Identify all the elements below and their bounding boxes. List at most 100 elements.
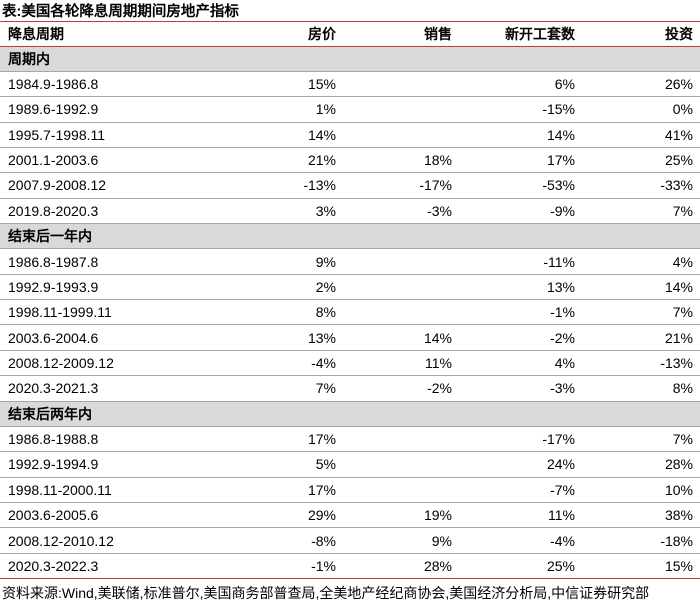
cell-value: -7% (452, 477, 575, 503)
cell-value: 18% (336, 147, 452, 174)
header-row: 降息周期 房价 销售 新开工套数 投资 (0, 21, 700, 47)
table-row: 2001.1-2003.6 21% 18% 17% 25% (0, 147, 700, 174)
cell-value: 24% (452, 451, 575, 478)
table-row: 2003.6-2005.6 29% 19% 11% 38% (0, 502, 700, 529)
cell-value: -2% (336, 375, 452, 402)
table-row: 1984.9-1986.8 15% 6% 26% (0, 71, 700, 98)
table-row: 2020.3-2022.3 -1% 28% 25% 15% (0, 553, 700, 580)
cell-value (336, 299, 452, 326)
cell-value: 15% (575, 553, 700, 580)
cell-period: 2019.8-2020.3 (0, 198, 246, 225)
table-row: 1989.6-1992.9 1% -15% 0% (0, 96, 700, 123)
cell-period: 1998.11-2000.11 (0, 477, 246, 503)
section-header-row: 结束后两年内 (0, 401, 700, 427)
section-label: 周期内 (0, 46, 700, 72)
section-label: 结束后一年内 (0, 223, 700, 250)
cell-value: 3% (246, 198, 336, 225)
cell-value: -15% (452, 96, 575, 123)
cell-period: 1986.8-1988.8 (0, 426, 246, 453)
cell-value (336, 477, 452, 503)
cell-value (336, 451, 452, 478)
cell-value (336, 248, 452, 275)
column-header-starts: 新开工套数 (452, 21, 575, 47)
cell-value: 4% (452, 350, 575, 377)
column-header-price: 房价 (246, 21, 336, 47)
indicator-table: 降息周期 房价 销售 新开工套数 投资 周期内 1984.9-1986.8 15% 6… (0, 21, 700, 580)
cell-period: 1984.9-1986.8 (0, 71, 246, 98)
cell-value: 11% (452, 502, 575, 529)
cell-value: 41% (575, 122, 700, 148)
table-row: 2008.12-2010.12 -8% 9% -4% -18% (0, 527, 700, 554)
section-header-row: 结束后一年内 (0, 223, 700, 250)
cell-value: -17% (452, 426, 575, 453)
cell-value: 14% (452, 122, 575, 148)
table-row: 1998.11-1999.11 8% -1% 7% (0, 299, 700, 326)
column-header-cycle: 降息周期 (0, 21, 246, 47)
section-header-row: 周期内 (0, 46, 700, 72)
cell-value: -4% (246, 350, 336, 377)
cell-value (336, 426, 452, 453)
cell-value: 7% (246, 375, 336, 402)
cell-value: 7% (575, 299, 700, 326)
table-body: 周期内 1984.9-1986.8 15% 6% 26% 1989.6-1992.9 1% -… (0, 46, 700, 580)
cell-value: 11% (336, 350, 452, 377)
cell-period: 1986.8-1987.8 (0, 248, 246, 275)
section-label: 结束后两年内 (0, 401, 700, 427)
cell-value: 17% (246, 477, 336, 503)
cell-value: 14% (575, 274, 700, 301)
cell-value: -3% (452, 375, 575, 402)
cell-value: -1% (452, 299, 575, 326)
cell-value: -17% (336, 172, 452, 199)
cell-period: 2008.12-2009.12 (0, 350, 246, 377)
cell-value: 8% (575, 375, 700, 402)
cell-value: 1% (246, 96, 336, 123)
cell-value: 5% (246, 451, 336, 478)
table-row: 1992.9-1994.9 5% 24% 28% (0, 451, 700, 478)
cell-value (336, 122, 452, 148)
cell-value: -13% (575, 350, 700, 377)
cell-value: 15% (246, 71, 336, 98)
cell-value: 7% (575, 426, 700, 453)
cell-value: 28% (575, 451, 700, 478)
table-title: 表:美国各轮降息周期期间房地产指标 (2, 4, 239, 20)
cell-value: 28% (336, 553, 452, 580)
cell-value: 9% (246, 248, 336, 275)
cell-period: 2003.6-2005.6 (0, 502, 246, 529)
column-header-sales: 销售 (336, 21, 452, 47)
table-row: 2019.8-2020.3 3% -3% -9% 7% (0, 198, 700, 225)
cell-value: -2% (452, 324, 575, 351)
cell-value: 0% (575, 96, 700, 123)
table-row: 2007.9-2008.12 -13% -17% -53% -33% (0, 172, 700, 199)
table-row: 2008.12-2009.12 -4% 11% 4% -13% (0, 350, 700, 377)
cell-value: 25% (452, 553, 575, 580)
table-row: 2020.3-2021.3 7% -2% -3% 8% (0, 375, 700, 402)
cell-period: 2020.3-2022.3 (0, 553, 246, 580)
cell-value: 6% (452, 71, 575, 98)
cell-value: 29% (246, 502, 336, 529)
cell-period: 2020.3-2021.3 (0, 375, 246, 402)
table-row: 1986.8-1987.8 9% -11% 4% (0, 248, 700, 275)
cell-value: 8% (246, 299, 336, 326)
cell-period: 1998.11-1999.11 (0, 299, 246, 326)
cell-value: 19% (336, 502, 452, 529)
cell-value: -3% (336, 198, 452, 225)
cell-period: 2003.6-2004.6 (0, 324, 246, 351)
cell-value: 21% (575, 324, 700, 351)
cell-value: -11% (452, 248, 575, 275)
cell-value: -53% (452, 172, 575, 199)
cell-value: -8% (246, 527, 336, 554)
cell-period: 1995.7-1998.11 (0, 122, 246, 148)
cell-period: 1989.6-1992.9 (0, 96, 246, 123)
cell-value: 21% (246, 147, 336, 174)
cell-period: 2007.9-2008.12 (0, 172, 246, 199)
cell-value: 10% (575, 477, 700, 503)
cell-value (336, 96, 452, 123)
cell-value: 2% (246, 274, 336, 301)
table-row: 1992.9-1993.9 2% 13% 14% (0, 274, 700, 301)
cell-value: -18% (575, 527, 700, 554)
cell-period: 1992.9-1993.9 (0, 274, 246, 301)
table-row: 2003.6-2004.6 13% 14% -2% 21% (0, 324, 700, 351)
table-row: 1986.8-1988.8 17% -17% 7% (0, 426, 700, 453)
column-header-investment: 投资 (575, 21, 700, 47)
cell-value: -1% (246, 553, 336, 580)
